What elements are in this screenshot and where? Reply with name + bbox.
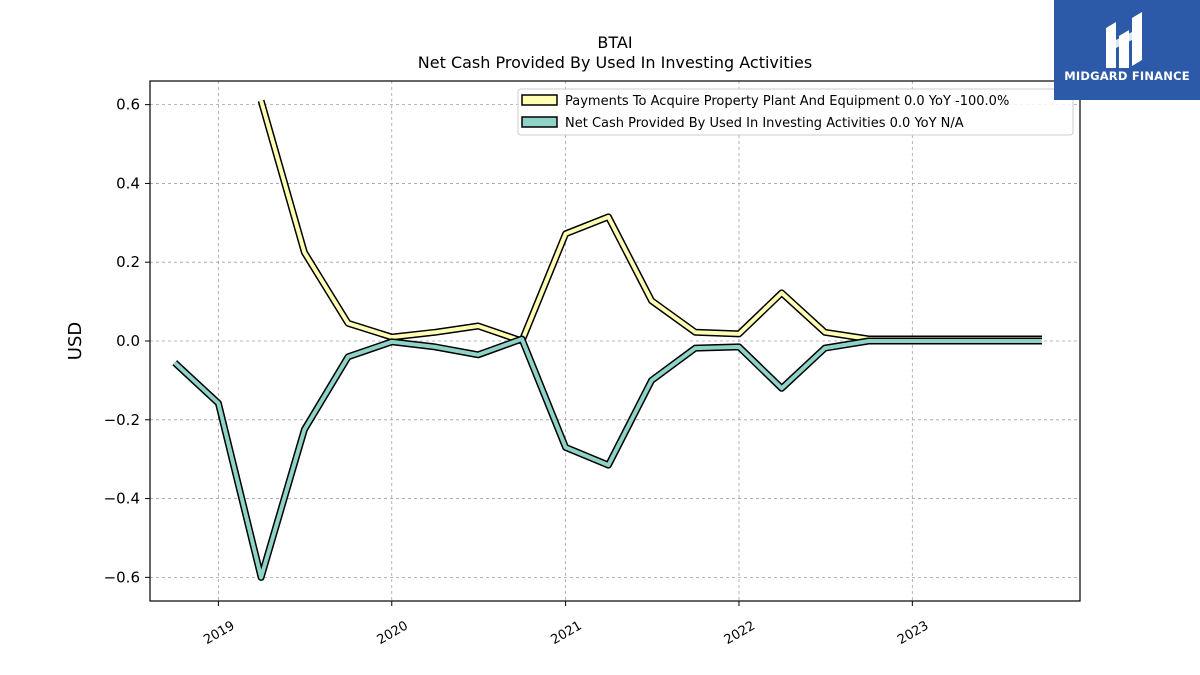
x-tick-label: 2023 (895, 618, 931, 648)
y-tick-label: 0.4 (116, 174, 140, 192)
legend-swatch (521, 116, 558, 128)
chart-title: BTAI (597, 33, 632, 52)
y-tick-label: −0.4 (104, 490, 140, 508)
x-tick-label: 2019 (201, 618, 237, 648)
series-2-outline (172, 335, 1042, 581)
legend-label: Net Cash Provided By Used In Investing A… (565, 116, 964, 131)
legend: Payments To Acquire Property Plant And E… (517, 88, 1074, 136)
x-tick-label: 2021 (548, 618, 584, 648)
series-layer (172, 99, 1042, 581)
logo-brand-name: MIDGARD FINANCE (1064, 69, 1190, 83)
y-tick-label: 0.6 (116, 96, 140, 114)
x-tick-label: 2020 (375, 618, 411, 648)
x-axis: 2019 2020 2021 2022 2023 (201, 601, 931, 648)
y-axis-label: USD (65, 322, 86, 360)
legend-label: Payments To Acquire Property Plant And E… (565, 94, 1009, 109)
y-axis: 0.6 0.4 0.2 0.0 −0.2 −0.4 −0.6 (104, 96, 150, 586)
y-tick-label: 0.0 (116, 332, 140, 350)
chart-subtitle: Net Cash Provided By Used In Investing A… (418, 53, 812, 72)
x-tick-label: 2022 (722, 618, 758, 648)
y-tick-label: −0.6 (104, 568, 140, 586)
legend-swatch (521, 94, 558, 106)
y-tick-label: −0.2 (104, 411, 140, 429)
series-1-outline (257, 99, 1042, 345)
legend-box (517, 88, 1074, 136)
midgard-finance-logo: MIDGARD FINANCE (1054, 0, 1200, 100)
y-tick-label: 0.2 (116, 253, 140, 271)
series-2-line (173, 337, 1042, 580)
logo-mark-icon (1106, 12, 1142, 68)
